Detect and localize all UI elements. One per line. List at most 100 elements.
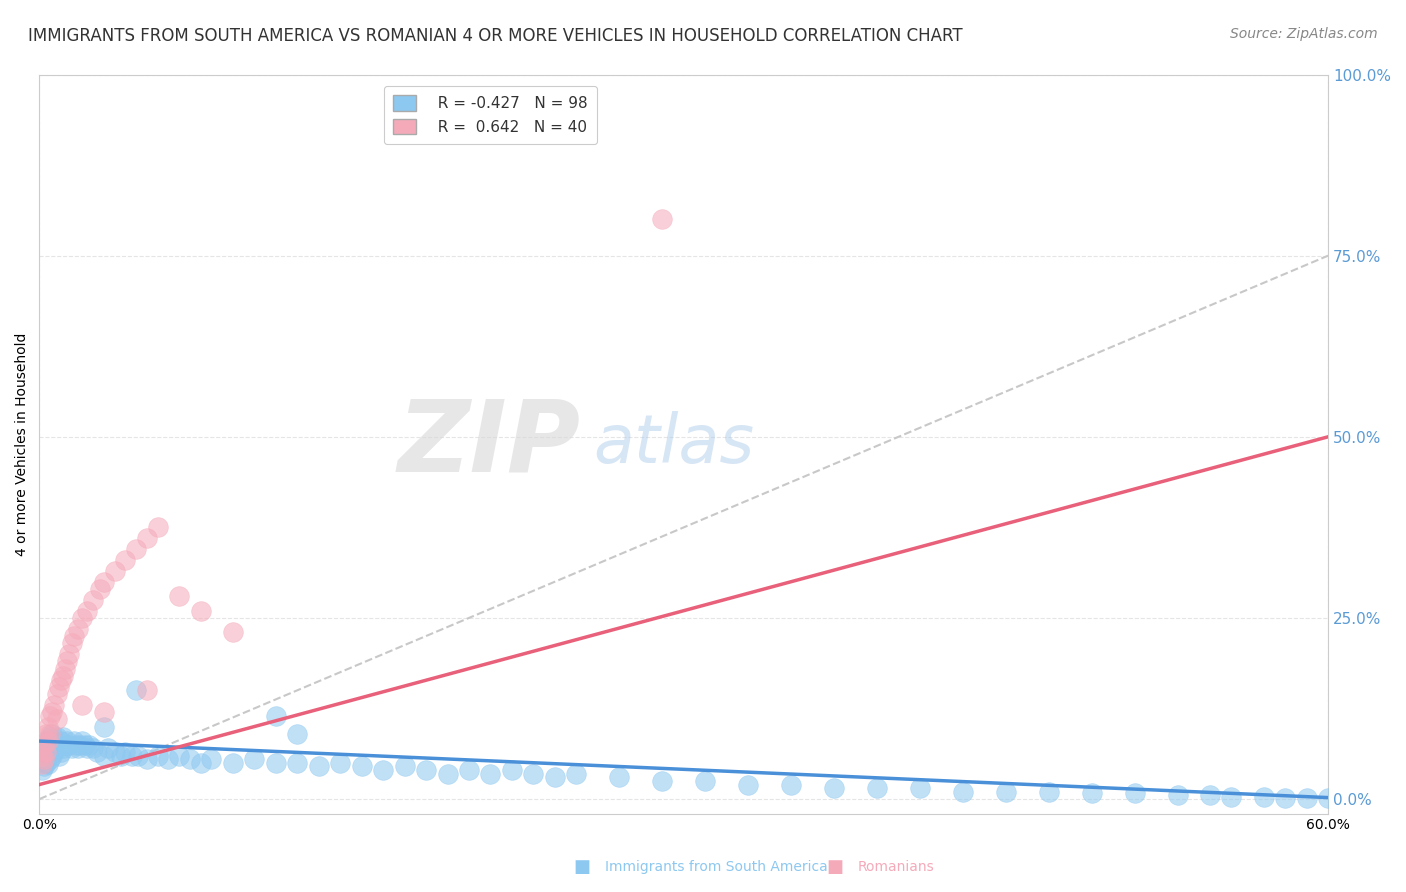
Point [60, 636, 83, 650]
Point [49, 673, 72, 687]
Point [72, 734, 94, 748]
Point [737, 778, 759, 792]
Point [243, 752, 266, 766]
Point [32, 738, 55, 752]
Point [45, 687, 67, 701]
Point [866, 781, 889, 796]
Point [82, 592, 104, 607]
Point [97, 741, 120, 756]
Point [285, 727, 308, 741]
Point [60, 741, 83, 756]
Point [41, 727, 63, 741]
Text: Immigrants from South America: Immigrants from South America [605, 860, 827, 874]
Point [37, 720, 59, 734]
Point [45, 712, 67, 726]
Point [31, 752, 53, 766]
Text: ■: ■ [574, 858, 591, 876]
Point [1081, 786, 1104, 800]
Point [651, 773, 673, 788]
Point [458, 763, 481, 777]
Point [49, 734, 72, 748]
Point [114, 553, 136, 567]
Point [32, 741, 55, 756]
Point [76, 604, 98, 618]
Point [53, 662, 76, 676]
Point [157, 752, 180, 766]
Point [308, 759, 330, 773]
Point [58, 647, 80, 661]
Point [93, 748, 115, 763]
Text: Romanians: Romanians [858, 860, 935, 874]
Point [35, 745, 58, 759]
Point [394, 759, 416, 773]
Point [908, 781, 931, 796]
Point [35, 756, 58, 770]
Point [200, 752, 222, 766]
Point [104, 745, 127, 759]
Point [1317, 791, 1340, 805]
Point [127, 748, 149, 763]
Point [52, 731, 75, 745]
Point [32, 756, 55, 770]
Point [37, 748, 59, 763]
Point [146, 520, 169, 534]
Point [1274, 790, 1296, 805]
Point [522, 766, 544, 780]
Point [31, 763, 53, 777]
Point [62, 629, 84, 643]
Text: Source: ZipAtlas.com: Source: ZipAtlas.com [1230, 27, 1378, 41]
Point [86, 745, 108, 759]
Point [48, 748, 70, 763]
Point [39, 752, 62, 766]
Point [39, 727, 62, 741]
Point [35, 734, 58, 748]
Point [41, 705, 63, 719]
Text: ZIP: ZIP [398, 395, 581, 492]
Point [93, 574, 115, 589]
Point [565, 766, 588, 780]
Point [994, 785, 1017, 799]
Text: atlas: atlas [593, 411, 755, 477]
Point [67, 741, 90, 756]
Point [190, 604, 212, 618]
Point [41, 748, 63, 763]
Point [48, 680, 70, 694]
Point [1167, 789, 1189, 803]
Point [695, 773, 717, 788]
Point [77, 738, 100, 752]
Point [264, 756, 287, 770]
Point [62, 734, 84, 748]
Point [264, 708, 287, 723]
Point [37, 757, 59, 772]
Point [45, 741, 67, 756]
Point [52, 741, 75, 756]
Point [32, 759, 55, 773]
Point [110, 748, 132, 763]
Point [31, 757, 53, 772]
Point [73, 738, 96, 752]
Point [93, 705, 115, 719]
Point [52, 669, 75, 683]
Point [1123, 786, 1146, 800]
Point [72, 698, 94, 712]
Legend:   R = -0.427   N = 98,   R =  0.642   N = 40: R = -0.427 N = 98, R = 0.642 N = 40 [384, 86, 598, 144]
Point [135, 752, 157, 766]
Point [67, 622, 90, 636]
Point [285, 756, 308, 770]
Point [607, 770, 630, 784]
Point [114, 745, 136, 759]
Point [121, 748, 143, 763]
Point [31, 745, 53, 759]
Point [780, 778, 803, 792]
Point [41, 738, 63, 752]
Point [1220, 789, 1243, 804]
Point [167, 589, 190, 603]
Text: ■: ■ [827, 858, 844, 876]
Point [125, 683, 148, 698]
Point [501, 763, 523, 777]
Point [135, 531, 157, 545]
Point [69, 738, 91, 752]
Y-axis label: 4 or more Vehicles in Household: 4 or more Vehicles in Household [15, 333, 30, 556]
Point [56, 734, 79, 748]
Point [479, 766, 502, 780]
